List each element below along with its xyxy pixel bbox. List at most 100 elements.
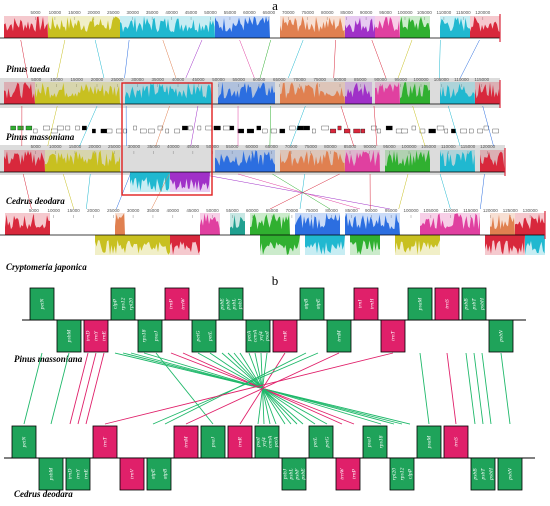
gene-label: trnV [129, 468, 135, 479]
ruler-label: 15000 [69, 144, 82, 149]
gene-annotation [370, 125, 377, 131]
synteny-link [50, 352, 70, 425]
similarity-profile [470, 16, 500, 38]
synteny-link [85, 352, 105, 425]
gene-block [461, 287, 487, 321]
gene-annotation [483, 125, 489, 131]
lcb-connector [79, 105, 98, 147]
similarity-profile [170, 172, 210, 191]
gene-label: cemA [252, 329, 258, 342]
gene-label: trnH [369, 298, 375, 310]
ruler-label: 25000 [107, 208, 120, 213]
ruler-label: 5000 [31, 77, 42, 82]
ruler-label: 25000 [111, 77, 124, 82]
gene-annotation [116, 128, 123, 134]
gene-label: trnM [183, 436, 189, 448]
gene-label: trnE [83, 468, 89, 479]
ruler-label: 80000 [334, 77, 347, 82]
ruler-label: 55000 [232, 77, 245, 82]
gene-block [281, 457, 307, 491]
gene-label: trnI [357, 299, 363, 309]
similarity-profile [280, 82, 345, 104]
gene-label: psbH [488, 467, 494, 481]
genome-name: Pinus taeda [6, 64, 50, 74]
gene-label: psbN [498, 330, 504, 343]
similarity-profile [130, 172, 170, 192]
gene-label: psbN [507, 468, 513, 481]
gene-annotation [157, 125, 164, 131]
ruler-label: 30000 [127, 208, 140, 213]
ruler-label: 70000 [293, 77, 306, 82]
gene-block [146, 457, 172, 491]
lcb-connector [333, 39, 336, 79]
similarity-profile [490, 214, 515, 235]
ruler-label: 85000 [340, 10, 353, 15]
gene-block [29, 287, 55, 321]
lcb-connector [185, 39, 203, 79]
lcb-connector [116, 173, 131, 210]
gene-annotation [133, 125, 137, 131]
gene-annotation [297, 125, 304, 131]
similarity-profile [375, 82, 400, 104]
gene-label: clpP [407, 468, 413, 479]
ruler-label: 15000 [70, 77, 83, 82]
gene-label: trnW [339, 467, 345, 480]
gene-annotation [401, 128, 408, 134]
gene-block [380, 319, 406, 353]
similarity-profile [385, 150, 430, 172]
gene-block [245, 319, 271, 353]
gene-label: trnR [282, 330, 288, 341]
gene-label: trnY [93, 330, 99, 341]
gene-label: rps18 [378, 435, 384, 448]
similarity-profile [305, 235, 345, 255]
gene-annotation [344, 128, 351, 134]
genome-name: Cedrus deodara [14, 489, 73, 499]
similarity-profile [395, 235, 440, 255]
similarity-profile [5, 213, 50, 235]
similarity-profile [48, 16, 120, 38]
ruler-label: 95000 [394, 77, 407, 82]
similarity-profile [170, 235, 200, 255]
gene-annotation [223, 125, 231, 131]
gene-annotation [337, 125, 342, 131]
gene-label: psaJ [366, 436, 372, 448]
ruler-label: 30000 [131, 77, 144, 82]
gene-annotation [469, 128, 474, 134]
gene-label: psaJ [210, 436, 216, 448]
gene-label: rpl20 [128, 298, 134, 310]
ruler-label: 10000 [47, 208, 60, 213]
ruler-label: 100000 [403, 208, 419, 213]
ruler-label: 110000 [441, 144, 456, 149]
gene-block [335, 457, 361, 491]
ruler-label: 50000 [206, 144, 219, 149]
gene-block [173, 425, 199, 459]
lcb-connector [371, 39, 387, 79]
gene-label: trnS [453, 437, 459, 447]
gene-annotation [436, 125, 445, 131]
synteny-link [473, 352, 484, 425]
gene-annotation [57, 125, 64, 131]
ruler-label: 5000 [29, 208, 40, 213]
gene-annotation [82, 125, 87, 131]
ruler-label: 130000 [523, 208, 539, 213]
gene-annotation [492, 128, 499, 134]
ruler-label: 90000 [365, 208, 378, 213]
ruler-label: 60000 [243, 10, 256, 15]
gene-annotation [75, 125, 80, 131]
gene-annotation [174, 128, 180, 134]
synteny-link [481, 352, 492, 425]
ruler-label: 110000 [443, 208, 458, 213]
ruler-label: 20000 [88, 10, 101, 15]
gene-annotation [353, 128, 361, 134]
similarity-profile [400, 82, 430, 104]
ruler-label: 80000 [324, 144, 337, 149]
synteny-link [23, 352, 43, 425]
lcb-connector [482, 105, 494, 147]
similarity-profile [440, 17, 470, 38]
gene-label: trnT [102, 436, 108, 447]
gene-label: petL [207, 331, 213, 342]
gene-label: petL [312, 437, 318, 448]
lcb-connector [439, 173, 451, 210]
ruler-label: 120000 [483, 208, 499, 213]
